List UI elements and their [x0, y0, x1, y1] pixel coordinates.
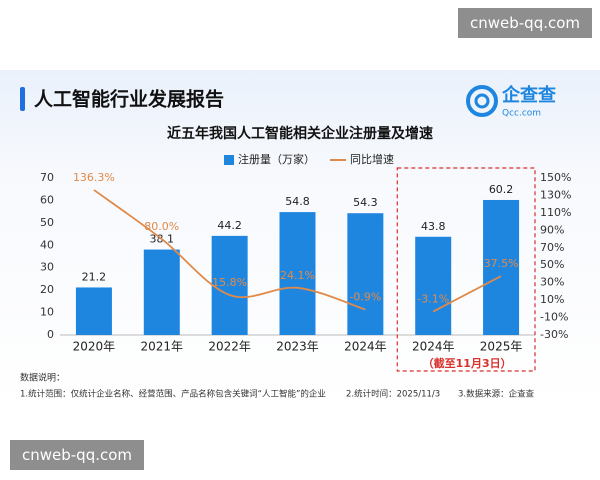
legend-label: 注册量（万家） [238, 152, 315, 166]
x-tick-label: 2021年 [141, 340, 184, 354]
growth-label: 136.3% [73, 171, 115, 184]
value-label: 44.2 [217, 219, 242, 232]
logo-sub: Qcc.com [502, 109, 541, 119]
value-label: 60.2 [489, 183, 514, 196]
y2-tick-label: 150% [540, 171, 571, 184]
note: 3.数据来源：企查查 [458, 389, 535, 400]
y2-tick-label: 30% [540, 276, 564, 289]
title-accent [20, 87, 25, 111]
y-tick-label: 60 [40, 193, 54, 206]
y-tick-label: 20 [40, 283, 54, 296]
highlight-label: （截至11月3日） [423, 356, 512, 370]
growth-label: 24.1% [280, 269, 315, 282]
y-tick-label: 40 [40, 238, 54, 251]
growth-line [432, 275, 502, 313]
y2-tick-label: -10% [540, 311, 568, 324]
notes-title: 数据说明： [20, 372, 65, 384]
y2-tick-label: 90% [540, 223, 564, 236]
y-tick-label: 50 [40, 216, 54, 229]
watermark: cnweb-qq.com [10, 440, 145, 470]
bar [483, 199, 520, 335]
growth-label: -0.9% [349, 291, 381, 304]
growth-label: 15.8% [212, 276, 247, 289]
x-tick-label: 2020年 [73, 340, 116, 354]
y-tick-label: 70 [40, 171, 54, 184]
value-label: 43.8 [421, 220, 446, 233]
bar [347, 213, 384, 335]
note: 1.统计范围：仅统计企业名称、经营范围、产品名称包含关键词“人工智能”的企业 [20, 389, 326, 400]
x-tick-label: 2024年 [344, 340, 387, 354]
logo-icon [474, 93, 490, 109]
value-label: 54.8 [285, 195, 310, 208]
bar [211, 235, 248, 335]
y2-tick-label: 130% [540, 188, 571, 201]
y-tick-label: 0 [47, 328, 54, 341]
note: 2.统计时间：2025/11/3 [346, 389, 440, 400]
bar [143, 249, 180, 335]
y2-tick-label: 10% [540, 293, 564, 306]
growth-label: 37.5% [484, 257, 519, 270]
growth-label: -3.1% [417, 293, 449, 306]
bar [415, 236, 452, 335]
x-tick-label: 2023年 [276, 340, 319, 354]
x-tick-label: 2024年 [412, 340, 455, 354]
watermark: cnweb-qq.com [458, 8, 593, 38]
logo-text: 企查查 [501, 84, 556, 106]
legend-label: 同比增速 [350, 152, 394, 166]
value-label: 54.3 [353, 196, 378, 209]
chart-title: 近五年我国人工智能相关企业注册量及增速 [167, 125, 433, 142]
y2-tick-label: 110% [540, 206, 571, 219]
x-tick-label: 2022年 [208, 340, 251, 354]
growth-line [93, 189, 366, 311]
y-tick-label: 10 [40, 306, 54, 319]
y2-tick-label: -30% [540, 328, 568, 341]
y-tick-label: 30 [40, 261, 54, 274]
report-title: 人工智能行业发展报告 [34, 88, 224, 111]
x-tick-label: 2025年 [480, 340, 523, 354]
bar [279, 212, 316, 335]
legend-swatch [224, 155, 234, 165]
logo-icon [466, 85, 498, 117]
bar [75, 287, 112, 335]
highlight-box [396, 167, 536, 372]
value-label: 21.2 [82, 270, 107, 283]
y2-tick-label: 70% [540, 241, 564, 254]
y2-tick-label: 50% [540, 258, 564, 271]
growth-label: 80.0% [144, 220, 179, 233]
